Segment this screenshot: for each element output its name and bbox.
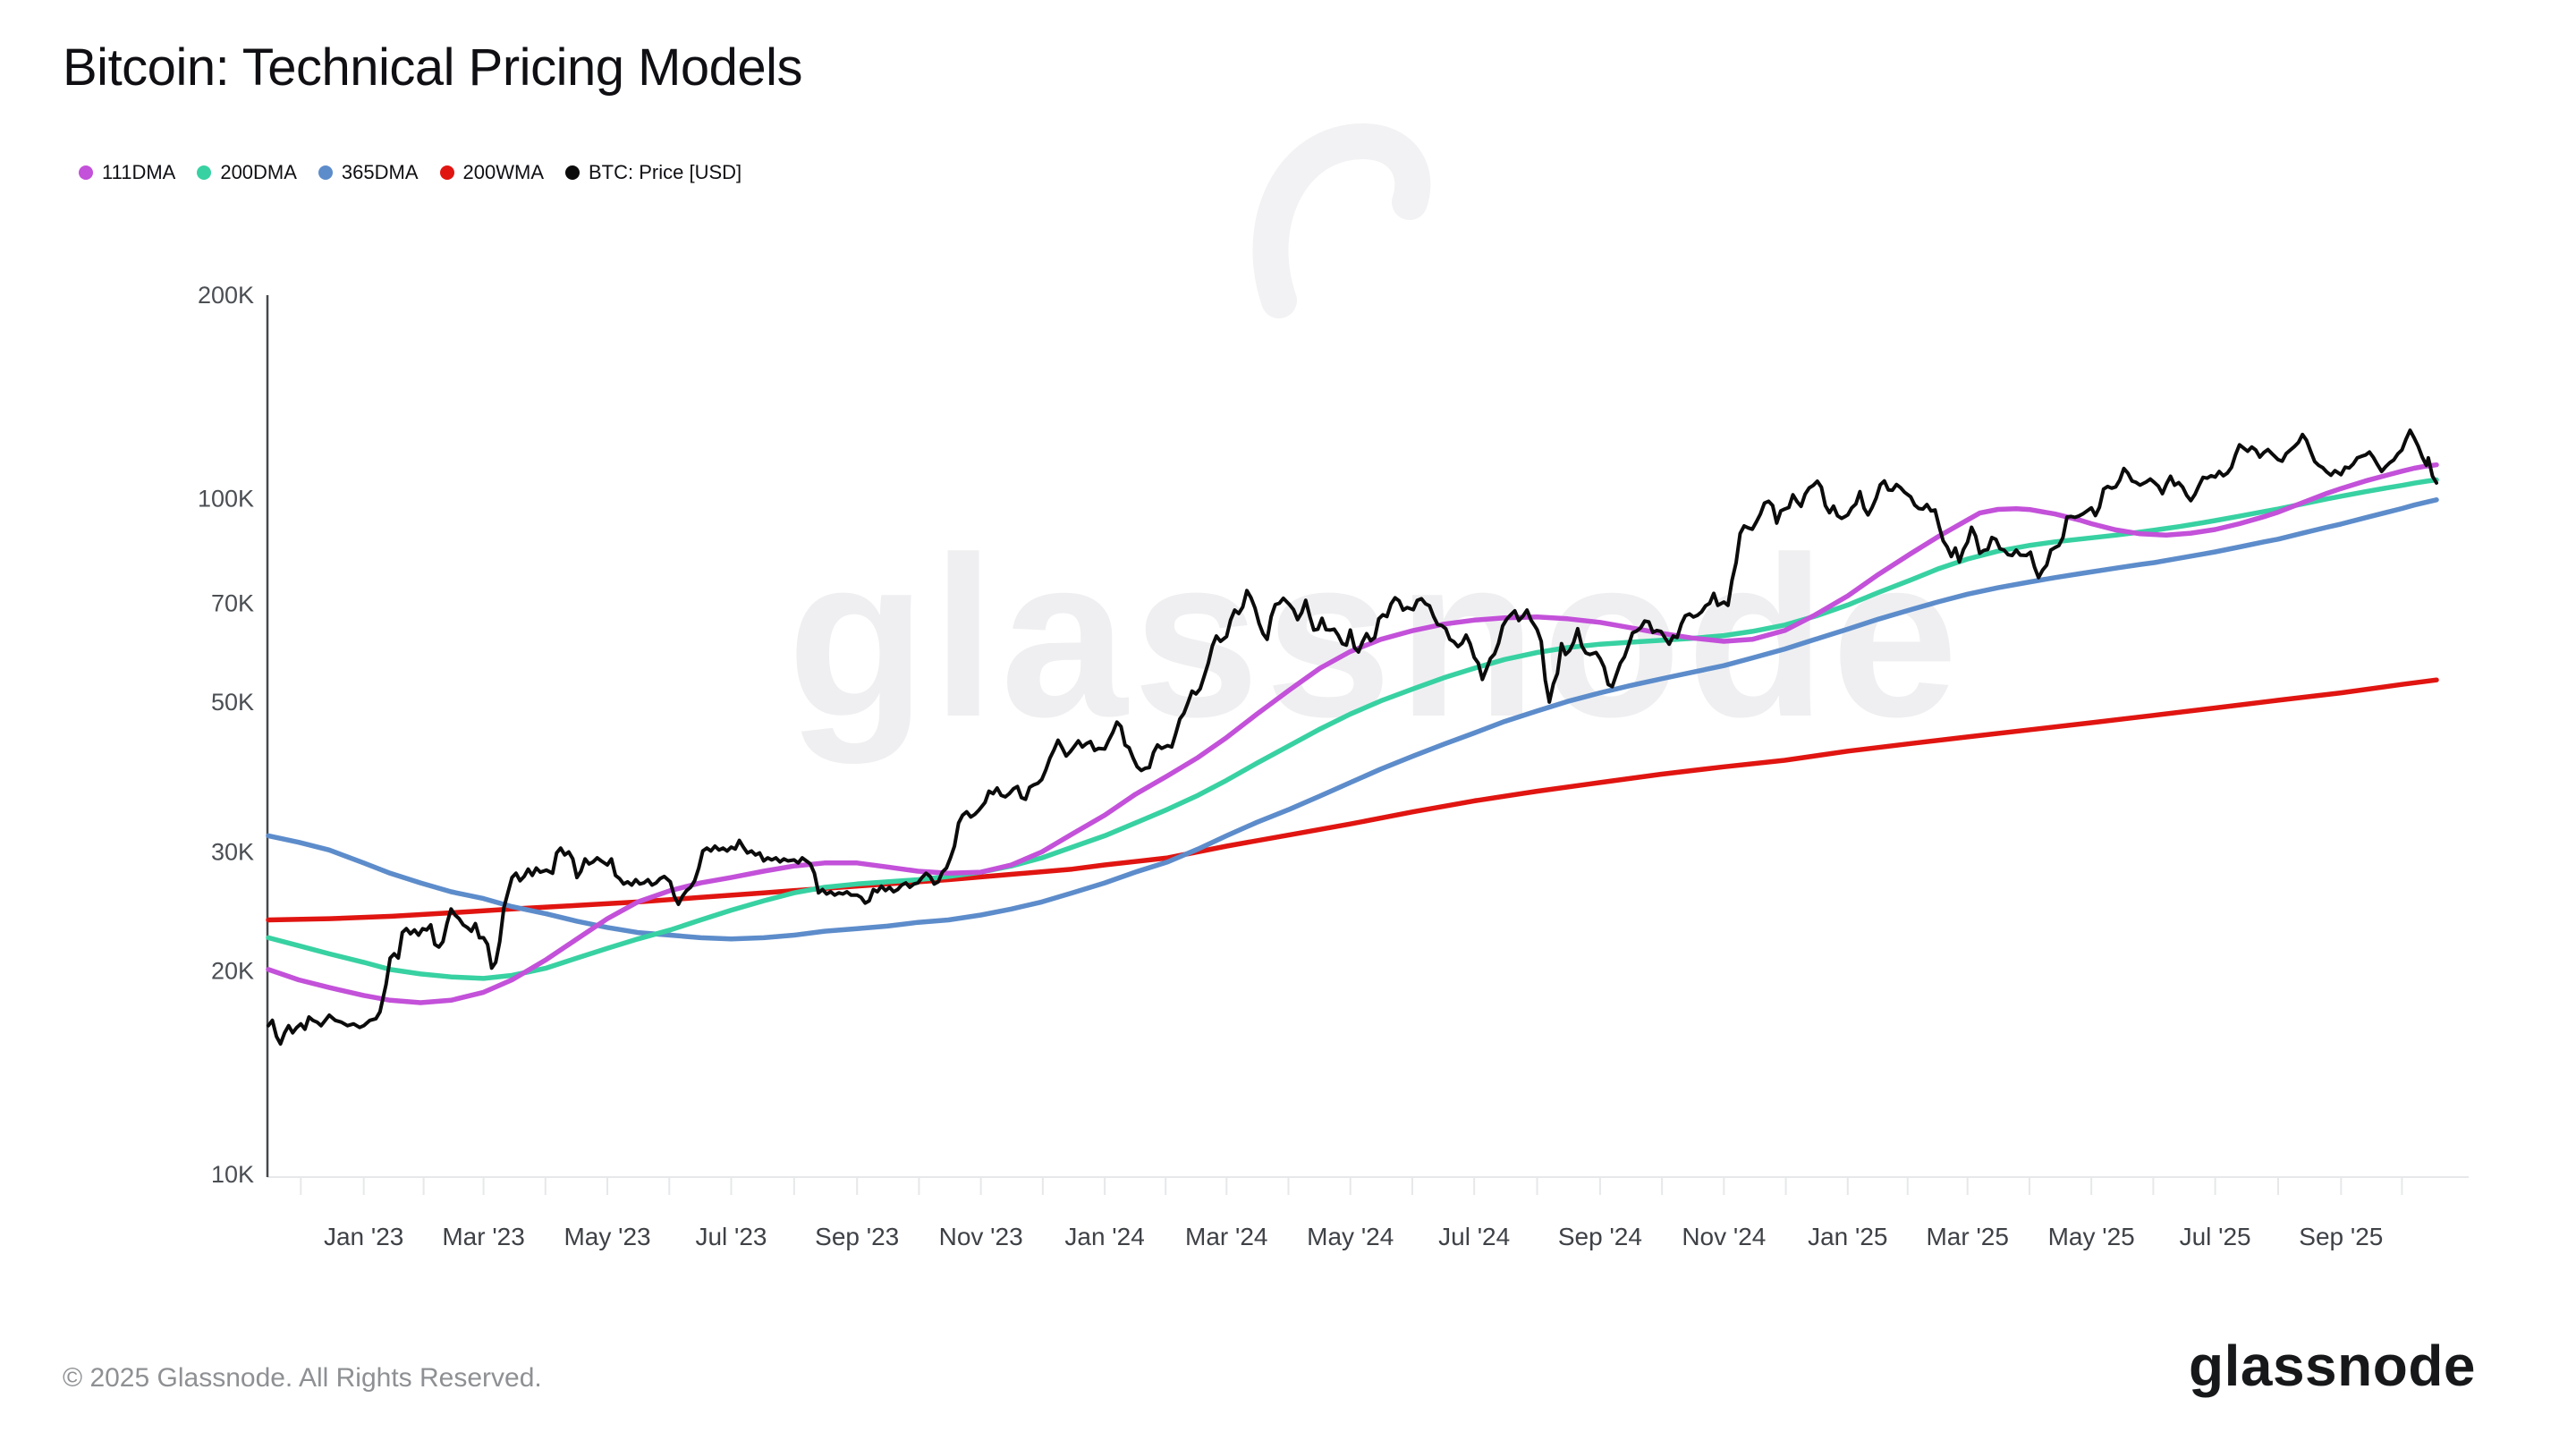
x-axis-label: May '25 [2048, 1223, 2135, 1250]
y-axis-label: 20K [211, 958, 254, 985]
x-axis-label: Mar '24 [1185, 1223, 1268, 1250]
glassnode-watermark-mark-icon [1252, 123, 1431, 318]
glassnode-logo: glassnode [2188, 1334, 2476, 1398]
x-axis-label: Mar '25 [1926, 1223, 2009, 1250]
legend-dot-icon [197, 165, 212, 180]
x-axis-label: Nov '24 [1682, 1223, 1766, 1250]
legend-item-200wma[interactable]: 200WMA [439, 161, 544, 184]
y-axis-label: 100K [198, 485, 254, 512]
y-axis-label: 50K [211, 689, 254, 716]
x-axis-label: Sep '23 [815, 1223, 899, 1250]
legend-item-btc-price-usd-[interactable]: BTC: Price [USD] [565, 161, 741, 184]
legend-label: BTC: Price [USD] [589, 161, 742, 183]
legend-item-365dma[interactable]: 365DMA [318, 161, 419, 184]
y-axis-label: 70K [211, 589, 254, 616]
legend-dot-icon [439, 165, 454, 180]
x-axis-label: Jan '23 [324, 1223, 403, 1250]
legend-label: 200WMA [462, 161, 544, 183]
x-axis-label: Jan '24 [1064, 1223, 1144, 1250]
page-title: Bitcoin: Technical Pricing Models [63, 38, 803, 97]
x-axis-label: May '23 [564, 1223, 650, 1250]
series-line-111dma [266, 462, 2439, 1005]
y-axis-label: 200K [198, 282, 254, 309]
legend-dot-icon [318, 165, 333, 180]
x-axis-label: Jul '23 [695, 1223, 767, 1250]
x-axis-label: Sep '24 [1558, 1223, 1642, 1250]
y-axis-label: 10K [211, 1161, 254, 1188]
x-axis-label: Nov '23 [939, 1223, 1023, 1250]
series-line-btc-price-usd- [267, 428, 2438, 1046]
x-axis-label: May '24 [1307, 1223, 1394, 1250]
legend-item-200dma[interactable]: 200DMA [197, 161, 297, 184]
legend-item-111dma[interactable]: 111DMA [79, 161, 175, 184]
x-axis-label: Jul '25 [2180, 1223, 2251, 1250]
series-line-365dma [266, 497, 2439, 942]
x-axis-label: Jul '24 [1438, 1223, 1510, 1250]
legend-label: 200DMA [220, 161, 297, 183]
x-axis-label: Sep '25 [2299, 1223, 2383, 1250]
legend-dot-icon [79, 165, 93, 180]
copyright-text: © 2025 Glassnode. All Rights Reserved. [63, 1363, 542, 1393]
x-axis-label: Mar '23 [442, 1223, 525, 1250]
y-axis-label: 30K [211, 839, 254, 866]
series-line-200dma [266, 477, 2439, 981]
chart-legend: 111DMA 200DMA 365DMA 200WMA BTC: Price [USD] [79, 161, 741, 184]
legend-label: 111DMA [102, 161, 176, 183]
legend-label: 365DMA [341, 161, 419, 183]
legend-dot-icon [565, 165, 580, 180]
series-line-200wma [266, 677, 2439, 923]
x-axis-label: Jan '25 [1808, 1223, 1887, 1250]
